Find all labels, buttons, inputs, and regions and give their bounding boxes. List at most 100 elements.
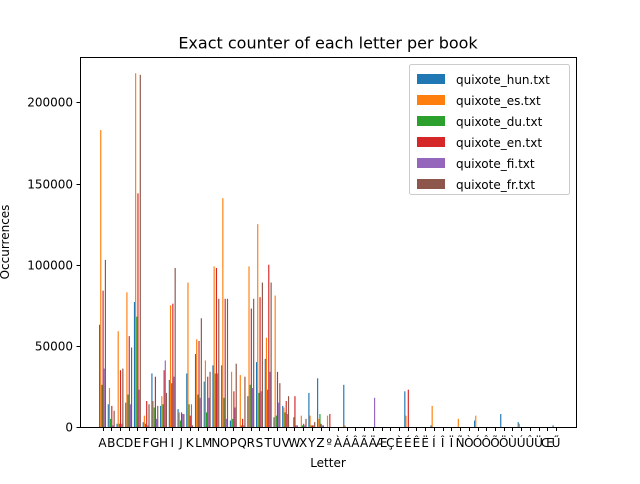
bar [265, 337, 268, 427]
bar [157, 405, 159, 427]
bar [222, 198, 224, 427]
bar [274, 295, 276, 427]
bar [273, 417, 275, 427]
y-tick-label: 0 [65, 421, 73, 435]
bar [275, 415, 277, 427]
bar [209, 371, 211, 427]
bar [309, 415, 311, 427]
x-tick-label: R [247, 436, 255, 450]
bar [322, 425, 325, 427]
x-tick-label: Ä [369, 435, 378, 450]
x-tick-label: F [143, 436, 150, 450]
bar [223, 397, 225, 427]
bar [301, 425, 304, 427]
x-tick-label: È [395, 435, 403, 450]
bar [300, 415, 302, 427]
bar [260, 391, 262, 427]
x-tick-label: B [107, 436, 115, 450]
bar [186, 373, 188, 427]
bar [258, 392, 260, 427]
bar [251, 388, 254, 427]
bar [221, 365, 223, 427]
bar [293, 417, 295, 427]
bar [213, 266, 215, 427]
bar [103, 368, 105, 427]
x-tick-label: Ñ [456, 435, 465, 450]
bar [102, 290, 104, 427]
bar [165, 392, 168, 427]
bar [407, 389, 409, 427]
bar [214, 373, 216, 427]
x-tick-label: Y [307, 436, 316, 450]
x-tick-label: T [264, 436, 273, 450]
legend-swatch [417, 158, 445, 168]
bar [312, 425, 315, 427]
bar [248, 266, 250, 427]
bar [344, 425, 346, 427]
bar [457, 418, 459, 427]
bar [200, 318, 202, 427]
x-tick-label: Û [525, 435, 534, 450]
bar [146, 401, 148, 427]
x-tick-label: Ï [450, 435, 454, 450]
legend-item: quixote_en.txt [417, 136, 542, 150]
bar [224, 298, 226, 427]
bar [147, 425, 149, 427]
bar [431, 405, 433, 427]
legend-swatch [417, 74, 445, 84]
x-tick-label: Ó [473, 435, 482, 450]
bar [319, 414, 321, 427]
legend-label: quixote_fr.txt [456, 178, 535, 192]
x-tick-label: D [124, 436, 133, 450]
bar [282, 405, 284, 427]
x-tick-label: E [134, 436, 142, 450]
x-tick-label: Q [237, 436, 246, 450]
bar [283, 407, 285, 427]
x-tick-label: Ú [517, 435, 526, 450]
bar [304, 425, 306, 427]
bar [110, 418, 112, 427]
bar [104, 259, 106, 427]
legend-swatch [417, 179, 445, 189]
bar [127, 394, 129, 427]
bar [225, 418, 227, 427]
bar [270, 282, 272, 427]
x-tick-label: Œ [541, 436, 554, 450]
bar [218, 298, 220, 427]
y-axis: 0 50000 100000 150000 200000 [27, 96, 81, 435]
x-tick-label: Ô [482, 435, 491, 450]
bar [285, 401, 287, 427]
bar [144, 423, 147, 427]
bar [239, 375, 241, 427]
x-tick-label: À [334, 435, 343, 450]
bar [310, 425, 312, 427]
legend-swatch [417, 116, 445, 126]
bar [276, 371, 279, 427]
x-tick-label: Î [440, 435, 445, 450]
x-tick-label: U [273, 436, 282, 450]
bar [404, 391, 406, 427]
bar [329, 414, 331, 427]
bar [321, 425, 323, 427]
bar [198, 340, 200, 427]
bar [279, 383, 281, 427]
x-tick-label: Z [316, 436, 324, 450]
legend-item: quixote_du.txt [417, 115, 543, 129]
legend-box [409, 64, 570, 195]
bar [518, 423, 520, 427]
bar [119, 370, 122, 427]
bar [194, 353, 197, 427]
bar [295, 425, 297, 427]
y-tick-label: 50000 [35, 340, 73, 354]
x-tick-label: Ã [360, 435, 369, 450]
bar [317, 378, 319, 427]
x-tick-label: Ù [508, 435, 517, 450]
bar [552, 425, 554, 427]
bar [405, 415, 407, 427]
bar [320, 423, 322, 427]
x-tick-label: P [230, 436, 237, 450]
legend-label: quixote_hun.txt [456, 73, 550, 87]
bar [172, 303, 174, 427]
